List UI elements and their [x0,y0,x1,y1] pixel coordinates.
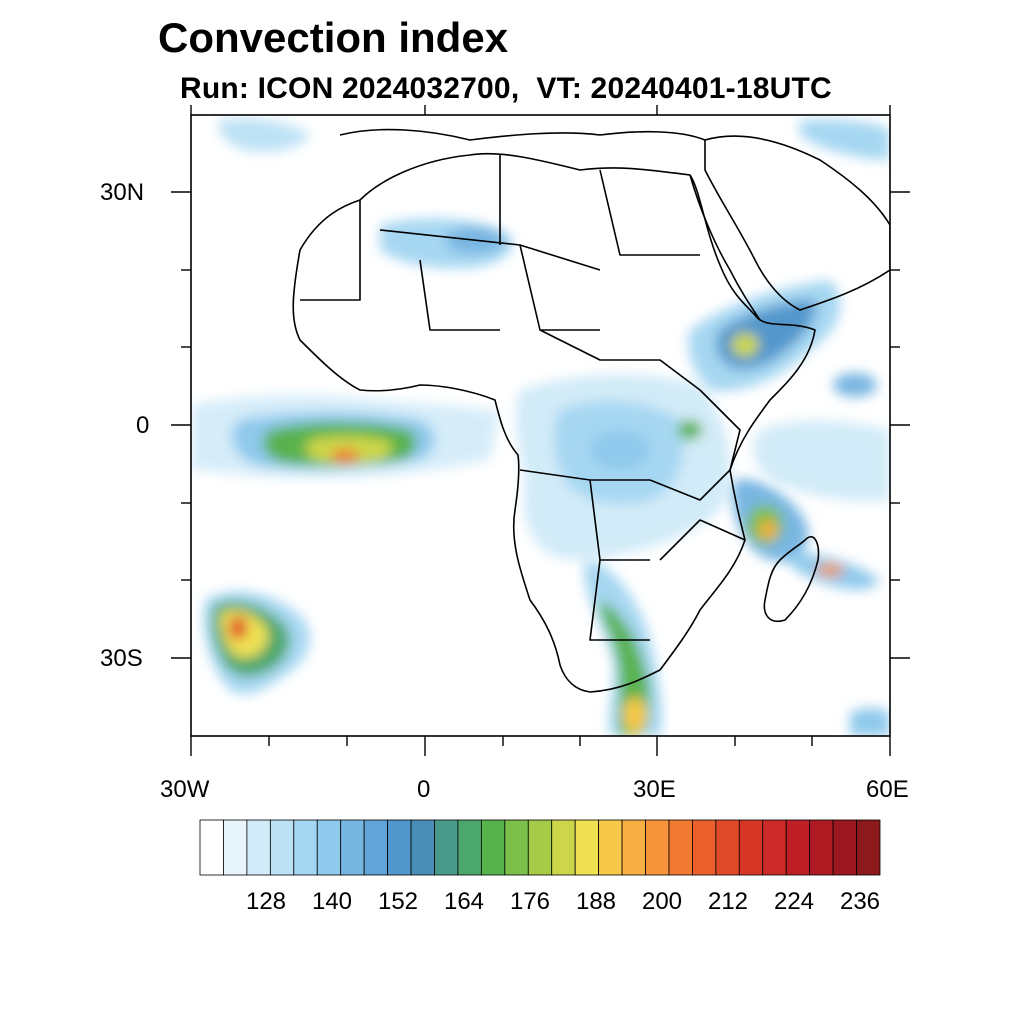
colorbar-swatch [387,819,412,876]
convection-sahara [218,118,513,269]
colorbar-label: 200 [641,888,683,915]
colorbar-swatch [715,819,740,876]
colorbar [199,819,881,876]
colorbar-swatch [457,819,482,876]
colorbar-swatch [223,819,248,876]
madagascar [763,536,820,622]
border-lines [300,155,746,641]
coastlines-borders [292,128,890,693]
arabian-peninsula [704,135,890,311]
africa-coastline [292,152,816,693]
colorbar-label: 188 [575,888,617,915]
colorbar-swatch [504,819,529,876]
colorbar-swatch [316,819,342,876]
convection-central-africa [515,374,731,560]
colorbar-swatch [434,819,459,876]
colorbar-label: 164 [443,888,485,915]
colorbar-swatch [809,819,834,876]
colorbar-swatch [762,819,787,876]
colorbar-label: 236 [839,888,881,915]
convection-south-atlantic [203,591,310,695]
convection-mozambique [732,479,880,590]
lon-label-0: 0 [417,776,431,803]
colorbar-swatch [856,819,881,876]
colorbar-swatch [246,819,271,876]
mediterranean-coast [339,128,706,141]
axis-ticks [171,105,910,756]
colorbar-swatch [410,819,435,876]
map-title: Convection index [158,14,509,61]
colorbar-label: 176 [509,888,551,915]
colorbar-swatch [832,819,857,876]
colorbar-swatch [480,819,506,876]
colorbar-label: 128 [245,888,287,915]
convection-indian-ocean [753,119,890,736]
lat-label-30n: 30N [100,179,145,206]
colorbar-swatch [527,819,553,876]
colorbar-swatch [692,819,717,876]
lat-label-0: 0 [136,412,150,439]
map-subtitle: Run: ICON 2024032700, VT: 20240401-18UTC [180,72,832,105]
convection-southern-africa [584,560,662,736]
colorbar-swatch [363,819,388,876]
colorbar-swatch [293,819,318,876]
colorbar-swatch [785,819,811,876]
convection-field [191,118,890,736]
lon-label-30e: 30E [633,776,676,803]
red-sea-border [689,174,761,321]
lon-label-30w: 30W [160,776,210,803]
lat-label-30s: 30S [100,645,143,672]
colorbar-swatch [645,819,670,876]
colorbar-swatch [551,819,576,876]
colorbar-swatch [269,819,295,876]
colorbar-swatch [668,819,693,876]
colorbar-swatch [598,819,623,876]
colorbar-swatch [621,819,646,876]
convection-atlantic-equatorial [191,394,500,478]
colorbar-swatch [738,819,764,876]
colorbar-swatch [340,819,365,876]
colorbar-label: 212 [707,888,749,915]
colorbar-swatch [574,819,600,876]
convection-east-africa [688,280,841,391]
lon-label-60e: 60E [866,776,909,803]
colorbar-swatch [199,819,224,876]
colorbar-label: 140 [311,888,353,915]
colorbar-label: 224 [773,888,815,915]
colorbar-label: 152 [377,888,419,915]
